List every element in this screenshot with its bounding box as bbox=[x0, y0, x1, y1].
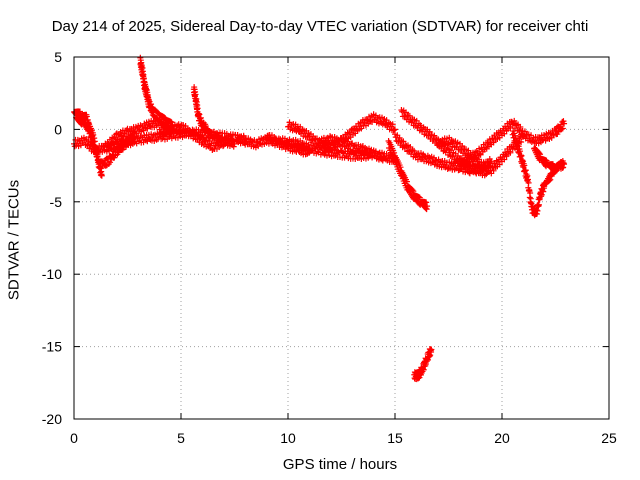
data-point-markers bbox=[531, 145, 568, 173]
data-point-markers bbox=[411, 345, 435, 383]
series-arc-p bbox=[509, 128, 561, 219]
x-tick-label: 20 bbox=[494, 430, 510, 446]
data-point-markers bbox=[190, 84, 238, 150]
series-arc-d bbox=[137, 54, 176, 133]
data-point-markers bbox=[317, 133, 388, 164]
data-series bbox=[71, 54, 568, 383]
x-tick-label: 0 bbox=[70, 430, 78, 446]
axis-ticks: 0 5 10 15 20 25 5 0 -5 -10 -15 -20 bbox=[42, 49, 617, 446]
x-tick-label: 10 bbox=[280, 430, 296, 446]
series-arc-k bbox=[385, 137, 431, 213]
x-axis-label: GPS time / hours bbox=[282, 456, 398, 473]
grid-lines bbox=[74, 57, 609, 419]
data-point-markers bbox=[509, 128, 561, 219]
series-arc-g bbox=[190, 84, 238, 150]
x-tick-label: 5 bbox=[177, 430, 185, 446]
x-tick-label: 25 bbox=[601, 430, 617, 446]
data-point-markers bbox=[456, 117, 568, 172]
series-arc-q bbox=[531, 145, 568, 173]
y-axis-label: SDTVAR / TECUs bbox=[5, 179, 23, 301]
y-tick-label: 0 bbox=[54, 121, 62, 137]
data-point-markers bbox=[137, 54, 176, 133]
x-tick-label: 15 bbox=[387, 430, 403, 446]
series-arc-i bbox=[285, 111, 398, 153]
data-point-markers bbox=[385, 137, 431, 213]
y-tick-label: 5 bbox=[54, 49, 62, 65]
data-point-markers bbox=[285, 111, 398, 153]
plot-frame bbox=[73, 56, 610, 420]
y-tick-label: -20 bbox=[42, 411, 62, 427]
y-tick-label: -10 bbox=[42, 266, 62, 282]
chart-title: Day 214 of 2025, Sidereal Day-to-day VTE… bbox=[51, 18, 589, 35]
series-arc-o bbox=[456, 117, 568, 172]
series-arc-r bbox=[411, 345, 435, 383]
y-tick-label: -15 bbox=[42, 339, 62, 355]
series-arc-j bbox=[317, 133, 388, 164]
y-tick-label: -5 bbox=[50, 194, 63, 210]
